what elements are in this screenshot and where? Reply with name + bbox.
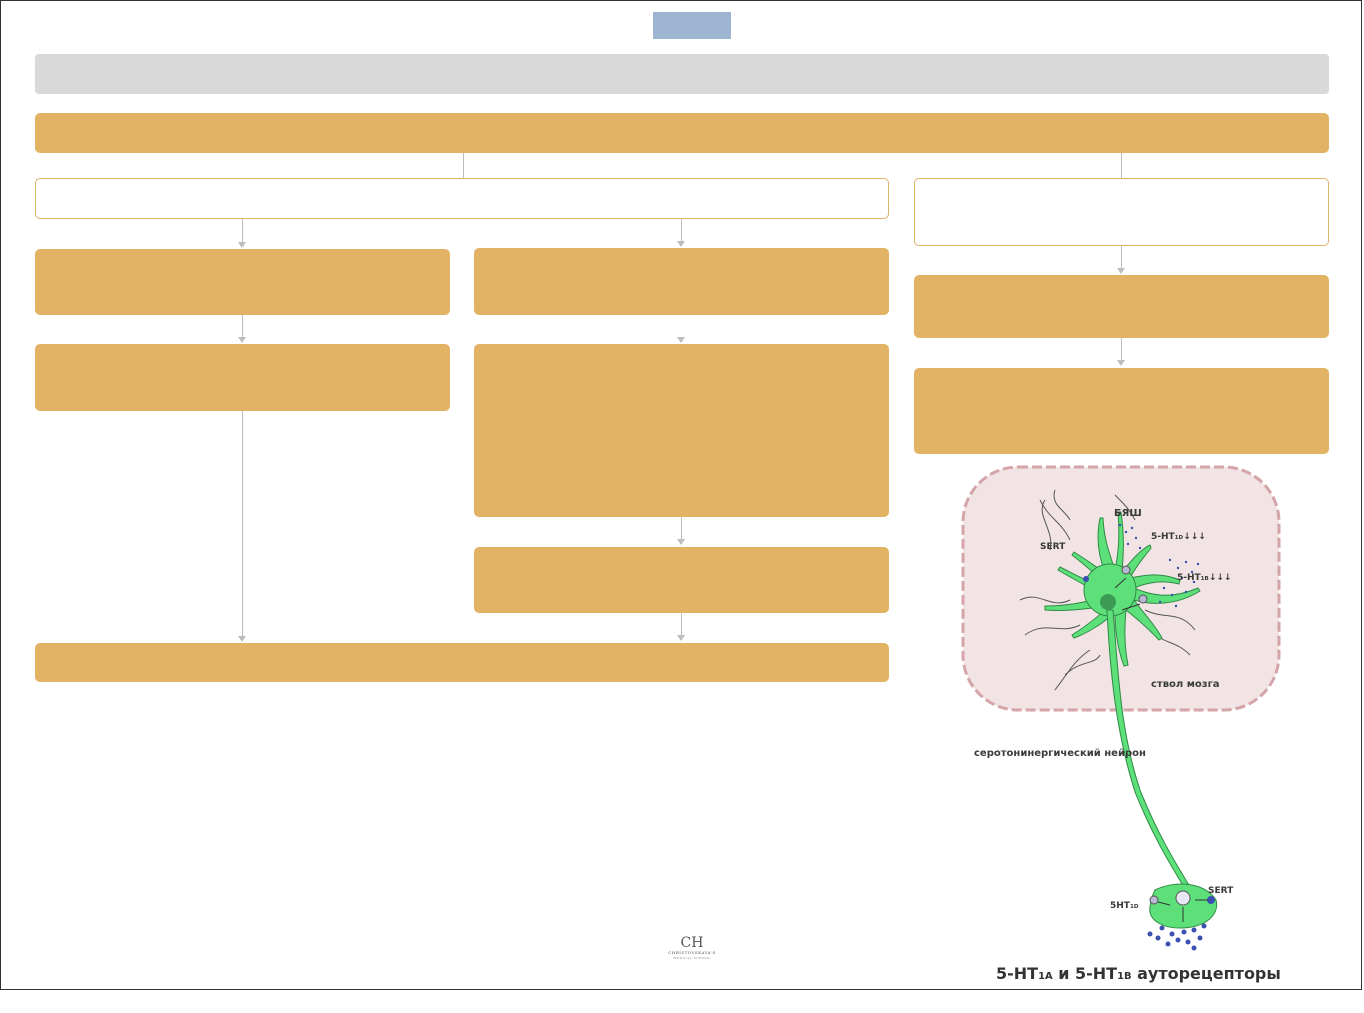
col1-box-1 xyxy=(35,249,450,315)
arrow-head xyxy=(677,635,685,641)
label-bash: БЯШ xyxy=(1114,508,1142,519)
main-heading-box xyxy=(35,113,1329,153)
logo-mark: CH xyxy=(680,935,704,951)
connector-line xyxy=(1121,246,1122,268)
col3-box-2 xyxy=(914,368,1329,454)
label-terminal-receptor: 5HT1D xyxy=(1110,901,1139,911)
serotonin-dots xyxy=(1118,523,1207,951)
arrow-head xyxy=(238,636,246,642)
col3-box-1 xyxy=(914,275,1329,338)
label-brainstem: ствол мозга xyxy=(1151,679,1220,690)
arrow-head xyxy=(238,242,246,248)
nucleus xyxy=(1100,594,1116,610)
school-logo: CH CHRISTOVSKAYA'S MEDICAL SCHOOL xyxy=(668,936,716,961)
logo-line1: CHRISTOVSKAYA'S xyxy=(668,950,716,955)
col1-box-2 xyxy=(35,344,450,411)
label-receptor-1d: 5-HT1D↓↓↓ xyxy=(1151,532,1206,542)
connector-line xyxy=(242,411,243,637)
arrow-head xyxy=(1117,360,1125,366)
arrow-head xyxy=(677,539,685,545)
left-branch-box xyxy=(35,178,889,219)
col2-box-3 xyxy=(474,547,889,613)
label-sert-bottom: SERT xyxy=(1208,886,1234,896)
title-box xyxy=(653,12,731,39)
label-neuron: серотонинергический нейрон xyxy=(974,748,1146,759)
arrow-head xyxy=(1117,268,1125,274)
arrow-head xyxy=(238,337,246,343)
serotonergic-neuron-illustration xyxy=(961,465,1281,951)
label-sert-top: SERT xyxy=(1040,542,1066,552)
bottom-summary-box xyxy=(35,643,889,682)
connector-line xyxy=(463,153,464,178)
illustration-caption: 5-HT1A и 5-HT1B ауторецепторы xyxy=(996,964,1281,983)
connector-line xyxy=(242,219,243,243)
header-bar xyxy=(35,54,1329,94)
arrow-head xyxy=(677,241,685,247)
connector-line xyxy=(681,219,682,242)
connector-line xyxy=(681,517,682,539)
arrow-head xyxy=(677,337,685,343)
col2-box-1 xyxy=(474,248,889,315)
connector-line xyxy=(1121,153,1122,178)
neuron-body xyxy=(1044,511,1218,929)
connector-line xyxy=(1121,338,1122,360)
connector-line xyxy=(681,613,682,636)
connector-line xyxy=(242,315,243,338)
col2-box-2 xyxy=(474,344,889,517)
label-receptor-1b: 5-HT1B↓↓↓ xyxy=(1177,573,1232,583)
page-frame xyxy=(0,0,1362,990)
right-branch-box xyxy=(914,178,1329,246)
logo-line2: MEDICAL SCHOOL xyxy=(673,956,711,960)
